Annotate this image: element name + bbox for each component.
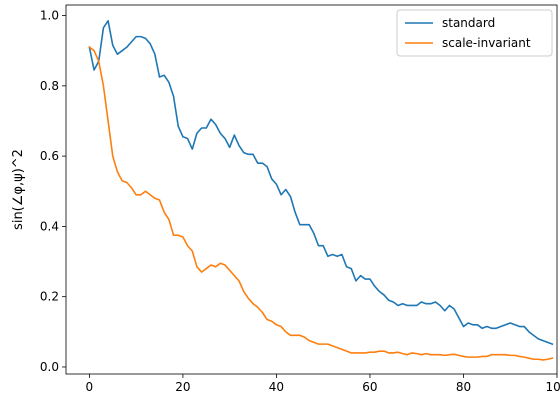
y-tick-label: 1.0 (40, 9, 59, 23)
x-tick-label: 20 (175, 380, 190, 394)
y-tick-label: 0.6 (40, 149, 59, 163)
x-tick-label: 100 (546, 380, 560, 394)
series-lines (88, 20, 554, 361)
plot-area (66, 5, 557, 374)
y-axis-label: sin(∠φ,ψ)^2 (11, 149, 26, 230)
legend: standard scale-invariant (396, 9, 553, 57)
y-tick-label: 0.2 (40, 290, 59, 304)
legend-label-0: standard (442, 16, 495, 30)
x-tick-label: 60 (362, 380, 377, 394)
y-tick-label: 0.4 (40, 219, 59, 233)
y-tick-label: 0.0 (40, 360, 59, 374)
legend-label-1: scale-invariant (442, 36, 531, 50)
legend-box (396, 9, 553, 57)
y-tick-label: 0.8 (40, 79, 59, 93)
axes-frame (65, 4, 558, 375)
series-line-1 (88, 46, 554, 361)
x-tick-label: 0 (86, 380, 94, 394)
x-tick-label: 40 (269, 380, 284, 394)
plot-background (66, 5, 557, 374)
series-line-0 (88, 20, 554, 346)
x-tick-label: 80 (456, 380, 471, 394)
axes: 0 20 40 60 80 100 0.0 0.2 0.4 0.6 0.8 1.0 sin(∠φ,ψ)^… (11, 4, 560, 394)
